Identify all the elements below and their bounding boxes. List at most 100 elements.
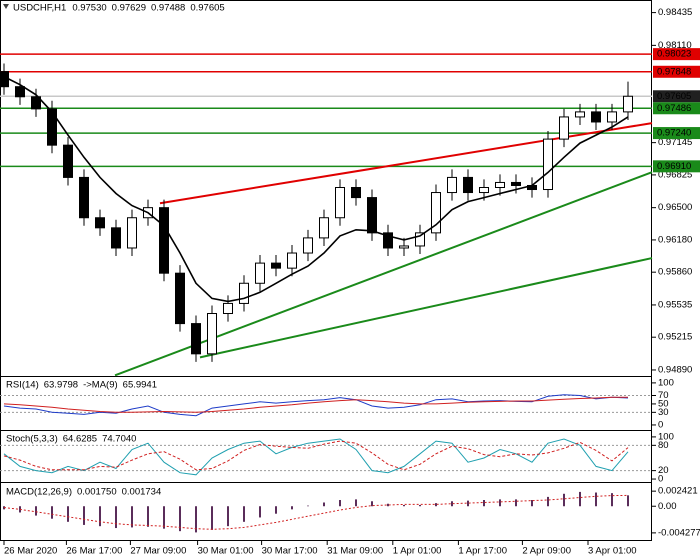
candle-body xyxy=(31,96,41,110)
macd-bar xyxy=(403,504,405,507)
macd-bar xyxy=(547,496,549,507)
trend-line xyxy=(199,257,653,359)
macd-bar xyxy=(163,506,165,529)
candle-body xyxy=(431,192,441,234)
macd-bar xyxy=(611,493,613,507)
candle-body xyxy=(287,252,297,269)
candle-body xyxy=(351,187,361,199)
level-label: 0.97605 xyxy=(657,91,691,102)
macd-bar xyxy=(515,499,517,507)
readout: MACD(12,26,9) xyxy=(6,487,72,498)
macd-bar xyxy=(67,506,69,522)
y-tick-label: 0.97145 xyxy=(658,137,692,148)
macd-bar xyxy=(339,500,341,507)
symbol-icon xyxy=(3,4,9,9)
candle-body xyxy=(383,232,393,249)
x-tick-label: 3 Apr 01:00 xyxy=(588,546,637,557)
candle-body xyxy=(95,217,105,229)
level-label: 0.96910 xyxy=(657,161,691,172)
symbol: USDCHF,H1 xyxy=(13,3,66,14)
indicator-line xyxy=(3,440,629,471)
macd-bar xyxy=(83,506,85,525)
x-tick-label: 1 Apr 17:00 xyxy=(458,546,507,557)
candle-body xyxy=(0,71,9,88)
readout: Stoch(5,3,3) xyxy=(6,434,58,445)
candle-body xyxy=(175,272,185,325)
macd-bar xyxy=(243,506,245,522)
candle-body xyxy=(239,282,249,304)
macd-bar xyxy=(259,506,261,518)
candle-body xyxy=(271,262,281,269)
candle-body xyxy=(575,111,585,118)
candle-body xyxy=(415,232,425,247)
y-tick-label: 0 xyxy=(658,419,663,430)
candle-body xyxy=(543,138,553,191)
trend-line xyxy=(159,122,653,205)
readout: 0.001750 xyxy=(77,487,117,498)
candle-body xyxy=(511,181,521,186)
candle-body xyxy=(15,86,25,98)
macd-bar xyxy=(51,506,53,519)
macd-bar xyxy=(355,499,357,507)
macd-bar xyxy=(115,506,117,529)
x-tick-label: 26 Mar 17:00 xyxy=(66,546,122,557)
macd-bar xyxy=(35,506,37,516)
macd-bar xyxy=(275,506,277,514)
x-tick-label: 26 Mar 2020 xyxy=(4,546,57,557)
y-tick-label: 0 xyxy=(658,474,663,485)
macd-bar xyxy=(179,506,181,532)
level-label: 0.98023 xyxy=(657,49,691,60)
candle-body xyxy=(367,197,377,234)
indicator-line xyxy=(3,396,628,413)
candle-body xyxy=(335,187,345,219)
readout: 0.97530 xyxy=(72,3,106,14)
readout: 64.6285 xyxy=(63,434,97,445)
level-label-box xyxy=(653,48,700,61)
macd-bar xyxy=(195,506,197,533)
y-tick-label: 0.002421 xyxy=(658,486,698,497)
macd-bar xyxy=(579,491,581,507)
y-tick-label: 0.96825 xyxy=(658,169,692,180)
x-tick-label: 27 Mar 09:00 xyxy=(130,546,186,557)
level-label: 0.97240 xyxy=(657,128,691,139)
readout: 0.001734 xyxy=(122,487,162,498)
level-label-box xyxy=(653,102,700,115)
candle-body xyxy=(623,95,633,113)
moving-average xyxy=(3,75,629,303)
signal-line xyxy=(3,494,629,530)
candle-body xyxy=(111,227,121,249)
y-tick-label: -0.004277 xyxy=(658,527,700,538)
macd-bar xyxy=(131,506,133,528)
candle-body xyxy=(63,144,73,178)
x-tick-label: 30 Mar 01:00 xyxy=(198,546,254,557)
readout: RSI(14) xyxy=(6,380,39,391)
y-tick-label: 0.00 xyxy=(658,501,677,512)
y-tick-label: 0.96500 xyxy=(658,202,692,213)
x-tick-label: 31 Mar 09:00 xyxy=(327,546,383,557)
level-label-box xyxy=(653,160,700,173)
trend-line xyxy=(114,171,653,377)
readout: 0.97605 xyxy=(190,3,224,14)
macd-bar xyxy=(531,500,533,507)
candle-body xyxy=(399,245,409,249)
candle-body xyxy=(127,217,137,249)
macd-bar xyxy=(435,503,437,507)
macd-bar xyxy=(291,506,293,510)
readout: ->MA(9) xyxy=(83,380,118,391)
indicator-line xyxy=(3,394,629,417)
candle-body xyxy=(207,313,217,355)
macd-bar xyxy=(371,501,373,507)
x-tick-label: 30 Mar 17:00 xyxy=(262,546,318,557)
y-tick-label: 0.98110 xyxy=(658,40,692,51)
macd-bar xyxy=(595,492,597,507)
y-tick-label: 0.95535 xyxy=(658,299,692,310)
candle-body xyxy=(591,111,601,123)
y-tick-label: 0.96180 xyxy=(658,234,692,245)
level-label-box xyxy=(653,127,700,140)
macd-bar xyxy=(387,503,389,507)
indicator-line xyxy=(3,438,629,476)
x-tick-label: 2 Apr 09:00 xyxy=(522,546,571,557)
y-tick-label: 0.95860 xyxy=(658,267,692,278)
y-tick-label: 0.94890 xyxy=(658,364,692,375)
